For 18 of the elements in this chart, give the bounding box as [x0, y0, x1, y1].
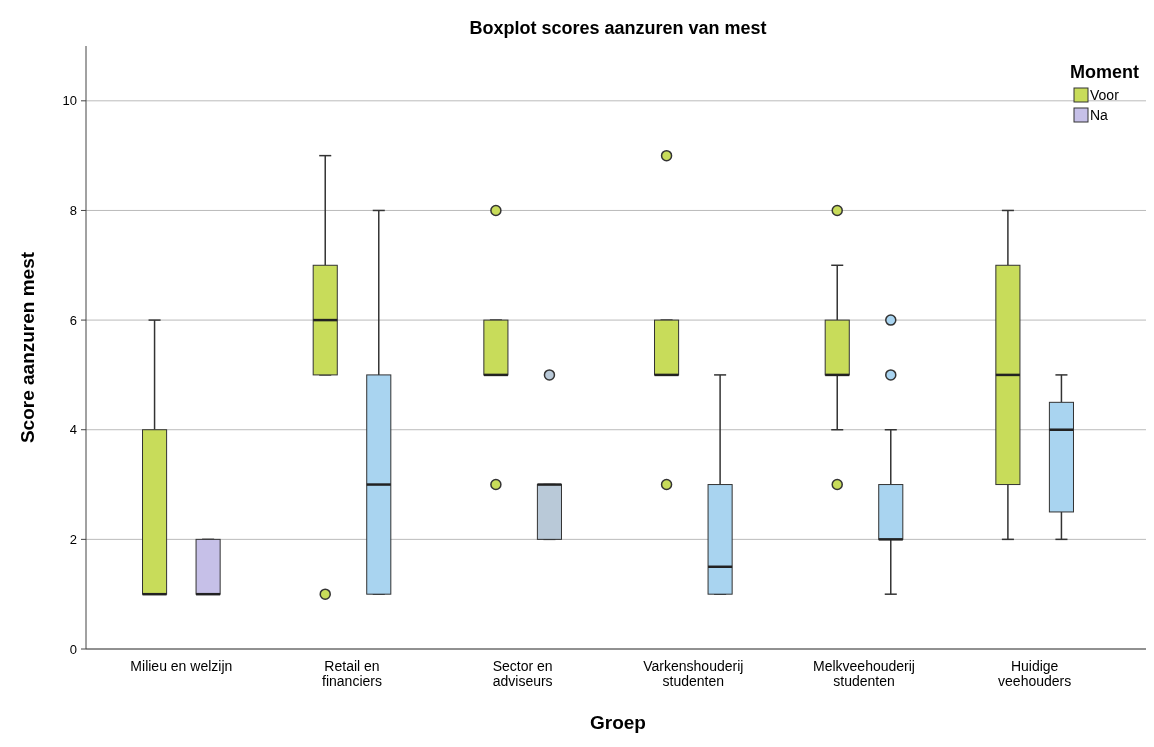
y-tick-label: 10	[62, 93, 77, 109]
y-tick-label: 8	[69, 203, 77, 218]
y-tick-label: 6	[69, 312, 77, 328]
x-tick-label: Sector en adviseurs	[492, 658, 553, 689]
legend-label: Na	[1090, 107, 1109, 123]
x-tick-label: Huidige veehouders	[998, 658, 1072, 689]
x-tick-label: Milieu en welzijn	[130, 658, 233, 674]
y-tick-label: 0	[69, 641, 77, 657]
y-tick-label: 2	[69, 531, 77, 547]
chart-title: Boxplot scores aanzuren van mest	[469, 18, 767, 38]
legend-title: Moment	[1070, 62, 1139, 82]
y-axis-title: Score aanzuren mest	[17, 251, 38, 444]
x-tick-label: Melkveehouderij studenten	[813, 658, 915, 689]
y-tick-label: 4	[69, 422, 77, 438]
x-tick-label: Varkenshouderij studenten	[643, 658, 744, 689]
x-tick-label: Retail en financiers	[322, 658, 382, 689]
legend-label: Voor	[1090, 87, 1120, 103]
x-axis-title: Groep	[590, 712, 646, 733]
